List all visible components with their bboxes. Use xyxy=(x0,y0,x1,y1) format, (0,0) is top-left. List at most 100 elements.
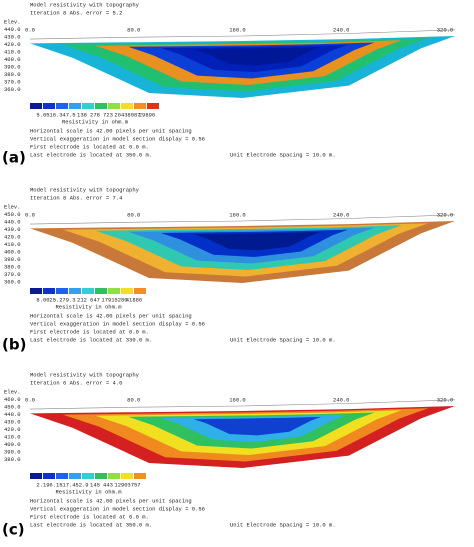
colorbar-swatch xyxy=(121,473,133,479)
note: First electrode is located at 0.0 m. xyxy=(30,513,149,520)
note: Vertical exaggeration in model section d… xyxy=(30,320,205,327)
colorbar-swatch xyxy=(121,288,133,294)
elevation-label: 380.0 xyxy=(4,71,21,78)
colorbar-swatch xyxy=(134,473,146,479)
elevation-label: 410.0 xyxy=(4,433,21,440)
colorbar-label: 52.9 xyxy=(75,481,88,488)
panel: Model resistivity with topographyIterati… xyxy=(2,371,456,539)
section-layer xyxy=(193,416,322,436)
topography xyxy=(29,29,456,40)
distance-label: 80.0 xyxy=(127,396,140,403)
colorbar-label: 723 xyxy=(103,111,113,118)
note: First electrode is located at 0.0 m. xyxy=(30,143,149,150)
elevation-label: 420.0 xyxy=(4,41,21,48)
colorbar-unit: Resistivity in ohm.m xyxy=(62,118,129,125)
note: Unit Electrode Spacing = 10.0 m. xyxy=(230,521,336,528)
colorbar-label: 6.15 xyxy=(49,481,62,488)
section-layer xyxy=(193,231,322,251)
colorbar-label: 1290 xyxy=(114,481,127,488)
elevation-label: 430.0 xyxy=(4,33,21,40)
colorbar-label: 1791 xyxy=(101,296,115,303)
colorbar-label: 79.3 xyxy=(62,296,75,303)
elevation-label: Elev. xyxy=(4,203,21,210)
colorbar-swatch xyxy=(69,288,81,294)
colorbar-label: 443 xyxy=(103,481,113,488)
distance-label: 320.0 xyxy=(437,396,454,403)
distance-label: 320.0 xyxy=(437,26,454,33)
elevation-label: 400.0 xyxy=(4,441,21,448)
colorbar-swatch xyxy=(56,103,68,109)
panel-title: Model resistivity with topography xyxy=(30,1,140,8)
elevation-label: Elev. xyxy=(4,18,21,25)
iteration: Iteration 8 Abs. error = 7.4 xyxy=(30,194,123,201)
distance-label: 160.0 xyxy=(229,396,246,403)
panel-label: (c) xyxy=(2,521,25,539)
colorbar-swatch xyxy=(147,103,159,109)
colorbar-label: 16.3 xyxy=(49,111,62,118)
colorbar-swatch xyxy=(82,473,94,479)
panel: Model resistivity with topographyIterati… xyxy=(2,186,456,354)
distance-label: 0.0 xyxy=(25,396,35,403)
note: Last electrode is located at 350.0 m. xyxy=(30,151,152,158)
distance-label: 240.0 xyxy=(333,26,350,33)
colorbar-swatch xyxy=(108,103,120,109)
colorbar-swatch xyxy=(121,103,133,109)
note: First electrode is located at 0.0 m. xyxy=(30,328,149,335)
elevation-label: 360.0 xyxy=(4,86,21,93)
colorbar-swatch xyxy=(134,288,146,294)
note: Vertical exaggeration in model section d… xyxy=(30,505,205,512)
panel: Model resistivity with topographyIterati… xyxy=(2,1,456,167)
colorbar-swatch xyxy=(43,473,55,479)
note: Horizontal scale is 42.00 pixels per uni… xyxy=(30,127,192,134)
elevation-label: Elev. xyxy=(4,388,21,395)
colorbar-label: 2.19 xyxy=(36,481,49,488)
elevation-label: 460.0 xyxy=(4,396,21,403)
distance-label: 160.0 xyxy=(229,26,246,33)
colorbar-label: 145 xyxy=(90,481,100,488)
distance-label: 80.0 xyxy=(127,211,140,218)
iteration: Iteration 6 Abs. error = 4.0 xyxy=(30,379,122,386)
elevation-label: 400.0 xyxy=(4,56,21,63)
elevation-label: 420.0 xyxy=(4,426,21,433)
panel-label: (a) xyxy=(2,149,26,167)
colorbar-label: 47.5 xyxy=(62,111,75,118)
colorbar-swatch xyxy=(95,473,107,479)
topography xyxy=(29,214,456,225)
panel-title: Model resistivity with topography xyxy=(30,186,140,193)
colorbar-label: 647 xyxy=(90,296,100,303)
colorbar-swatch xyxy=(30,288,42,294)
colorbar-label: 138 xyxy=(77,111,87,118)
elevation-label: 430.0 xyxy=(4,226,21,233)
colorbar-swatch xyxy=(43,288,55,294)
distance-label: 240.0 xyxy=(333,396,350,403)
colorbar-unit: Resistivity in ohm.m xyxy=(55,488,122,495)
distance-label: 320.0 xyxy=(437,211,454,218)
note: Unit Electrode Spacing = 10.0 m. xyxy=(230,336,336,343)
colorbar-swatch xyxy=(82,103,94,109)
colorbar-label: 3757 xyxy=(127,481,140,488)
colorbar-swatch xyxy=(95,288,107,294)
topography xyxy=(29,399,456,410)
section-layer xyxy=(193,46,322,66)
iteration: Iteration 8 Abs. error = 5.2 xyxy=(30,9,122,16)
note: Horizontal scale is 42.00 pixels per uni… xyxy=(30,312,192,319)
elevation-label: 380.0 xyxy=(4,263,21,270)
elevation-label: 390.0 xyxy=(4,256,21,263)
colorbar-label: 41886 xyxy=(126,296,143,303)
colorbar-label: 2643 xyxy=(114,111,127,118)
elevation-label: 450.0 xyxy=(4,403,21,410)
colorbar-label: 17.4 xyxy=(62,481,76,488)
colorbar-swatch xyxy=(108,473,120,479)
distance-label: 0.0 xyxy=(25,211,35,218)
colorbar-swatch xyxy=(95,103,107,109)
colorbar-swatch xyxy=(134,103,146,109)
distance-label: 240.0 xyxy=(333,211,350,218)
elevation-label: 400.0 xyxy=(4,248,21,255)
elevation-label: 370.0 xyxy=(4,78,21,85)
note: Last electrode is located at 330.0 m. xyxy=(30,336,152,343)
distance-label: 80.0 xyxy=(127,26,140,33)
elevation-label: 440.0 xyxy=(4,26,21,33)
elevation-label: 440.0 xyxy=(4,218,21,225)
colorbar-label: 25.2 xyxy=(49,296,62,303)
